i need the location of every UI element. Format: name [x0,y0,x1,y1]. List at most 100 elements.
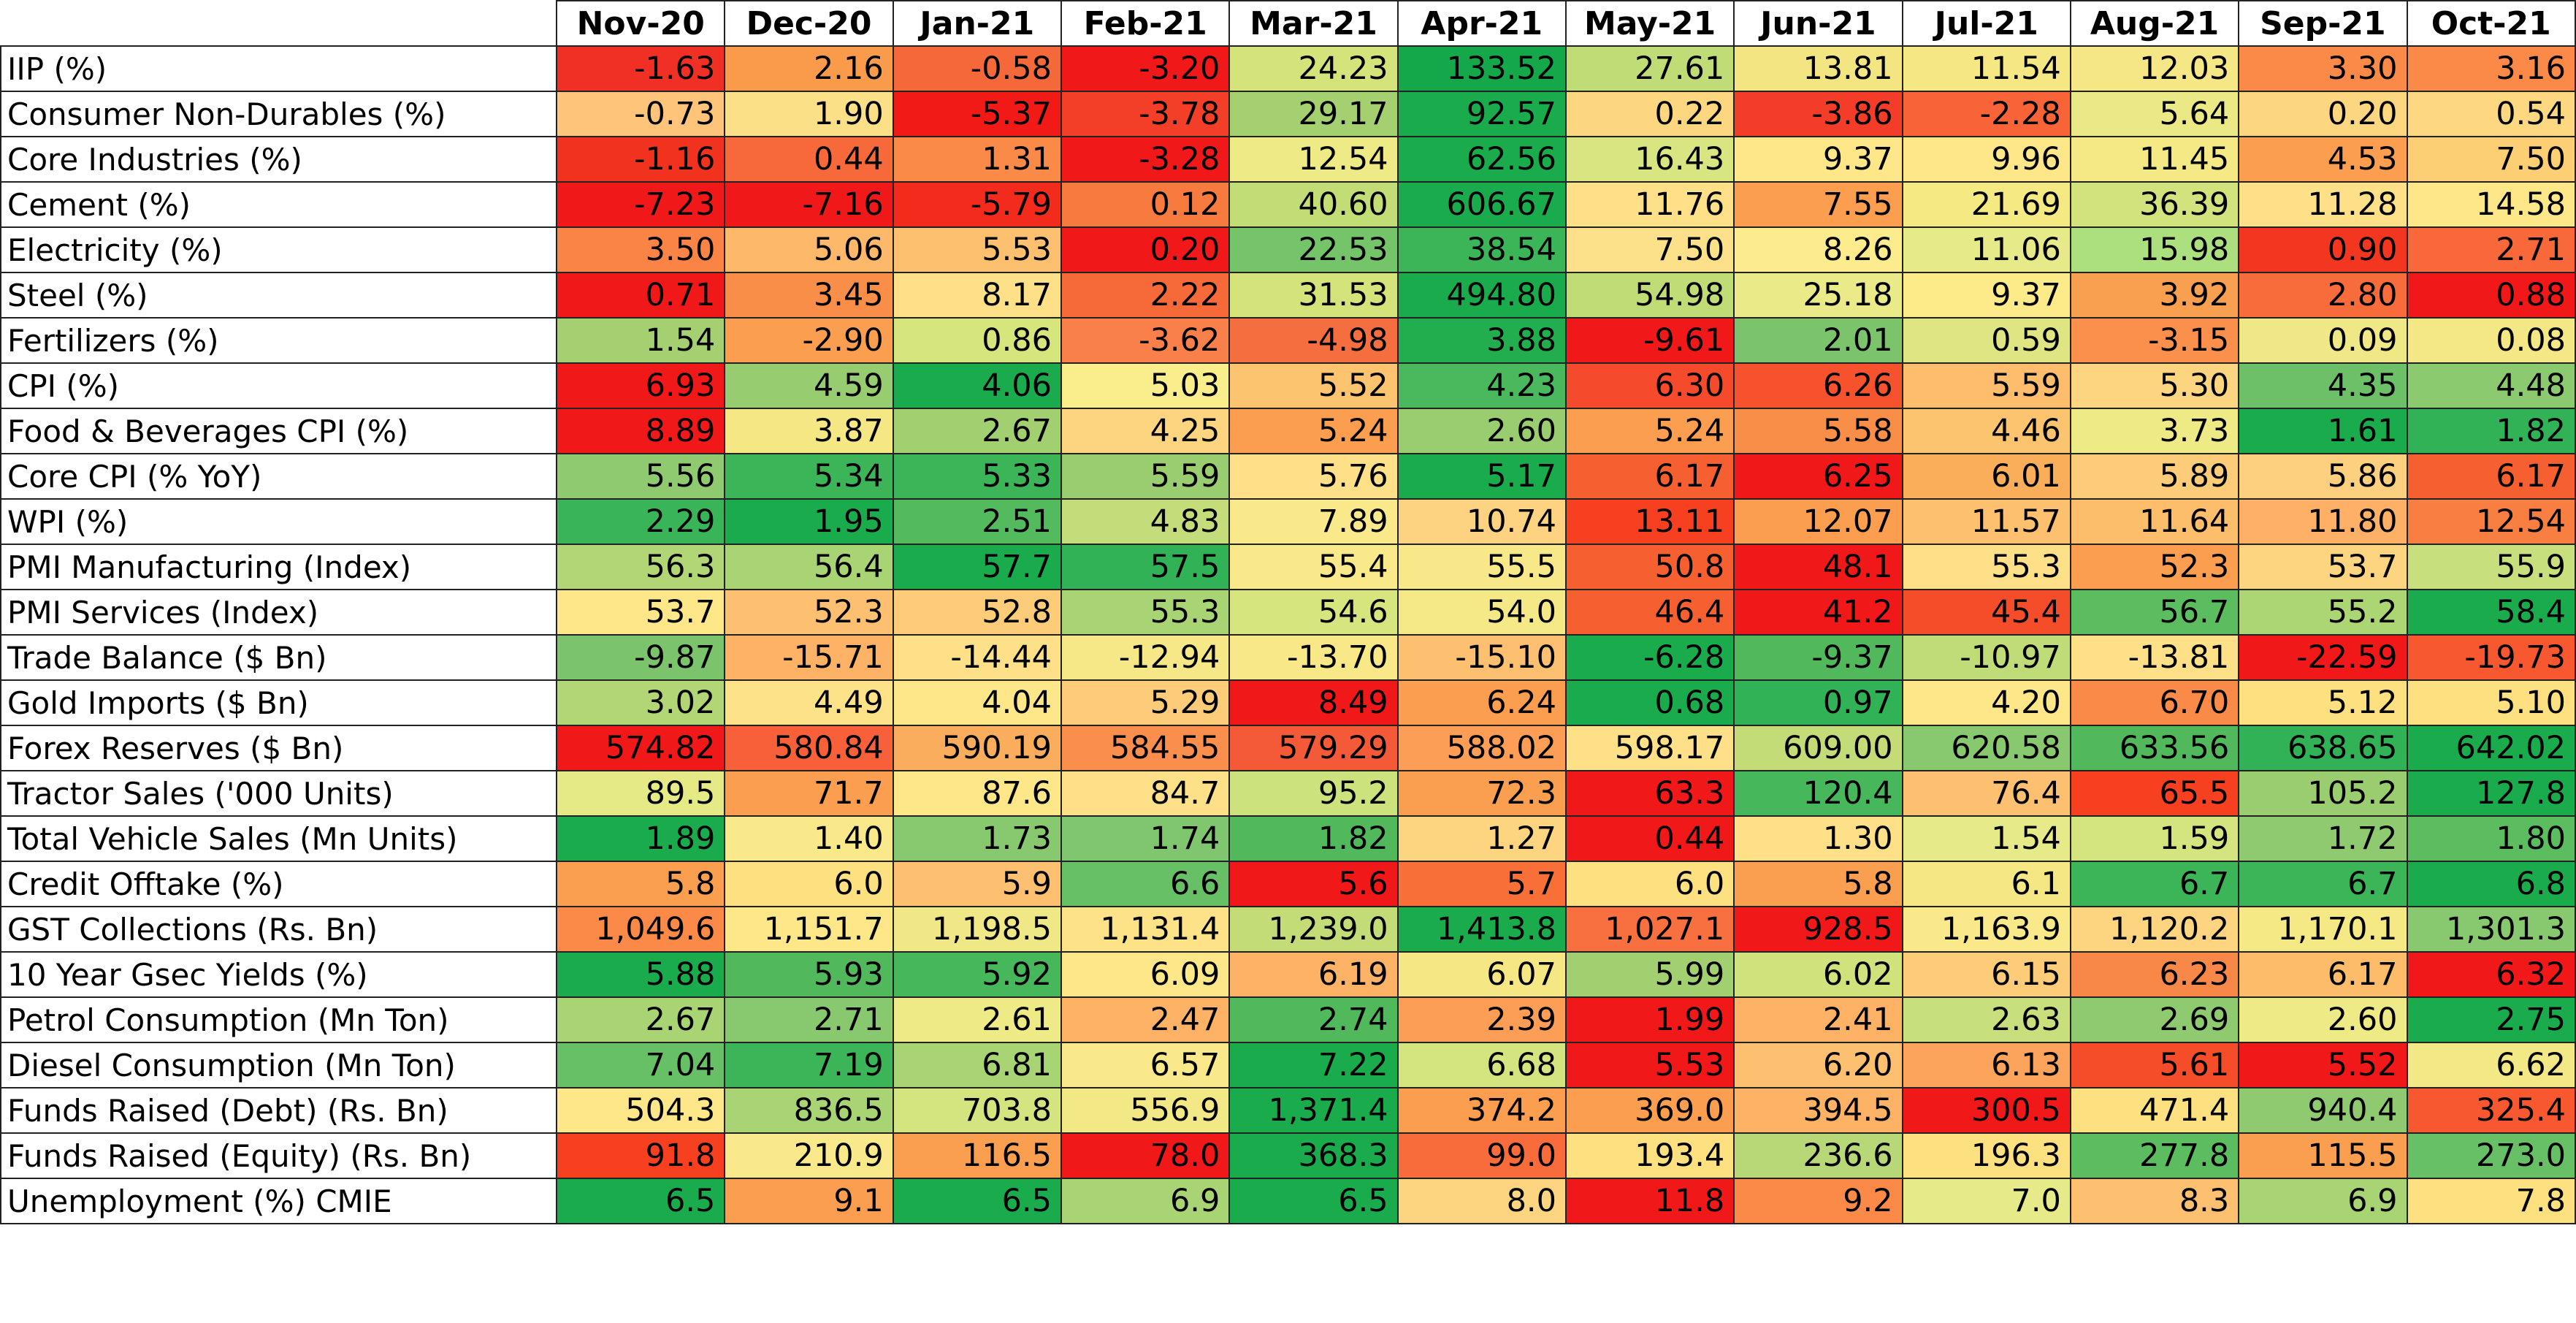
table-row: IIP (%) -1.63 2.16 -0.58 -3.20 24.23 133.52 27.… [0,45,2576,92]
heatmap-cell: 6.0 [724,861,894,907]
heatmap-cell: -9.61 [1564,317,1735,364]
heatmap-cell: 2.63 [1901,996,2071,1043]
heatmap-cell: 8.17 [892,272,1063,319]
heatmap-cell: 580.84 [724,725,894,771]
heatmap-cell: 53.7 [2238,544,2408,590]
heatmap-cell: 5.99 [1564,951,1735,998]
heatmap-cell: 1,163.9 [1901,906,2071,953]
heatmap-cell: 6.24 [1396,679,1567,726]
row-label: Core Industries (%) [0,136,558,183]
heatmap-cell: 27.61 [1564,45,1735,92]
heatmap-cell: -19.73 [2406,634,2576,681]
heatmap-cell: 504.3 [556,1087,726,1134]
heatmap-cell: 56.3 [556,544,726,590]
heatmap-cell: 6.7 [2069,861,2240,907]
heatmap-cell: 78.0 [1060,1132,1231,1179]
heatmap-cell: 369.0 [1564,1087,1735,1134]
heatmap-cell: 633.56 [2069,725,2240,771]
heatmap-cell: 53.7 [556,589,726,636]
heatmap-cell: 40.60 [1228,181,1399,228]
heatmap-cell: 5.29 [1060,679,1231,726]
heatmap-cell: 928.5 [1733,906,1903,953]
heatmap-cell: 6.13 [1901,1042,2071,1088]
row-label: Electricity (%) [0,226,558,273]
heatmap-cell: -9.37 [1733,634,1903,681]
heatmap-cell: 4.83 [1060,498,1231,545]
heatmap-cell: 3.02 [556,679,726,726]
heatmap-cell: 6.8 [2406,861,2576,907]
heatmap-cell: 29.17 [1228,91,1399,137]
table-row: Cement (%) -7.23 -7.16 -5.79 0.12 40.60 606.67… [0,181,2576,228]
column-header: Aug-21 [2069,0,2240,47]
table-row: Tractor Sales ('000 Units) 89.5 71.7 87.6 84… [0,770,2576,817]
row-label: PMI Services (Index) [0,589,558,636]
heatmap-cell: -12.94 [1060,634,1231,681]
heatmap-cell: 56.4 [724,544,894,590]
heatmap-cell: 0.08 [2406,317,2576,364]
heatmap-cell: 6.02 [1733,951,1903,998]
heatmap-cell: 2.60 [2238,996,2408,1043]
heatmap-cell: 9.37 [1901,272,2071,319]
column-header: May-21 [1564,0,1735,47]
heatmap-cell: -13.70 [1228,634,1399,681]
heatmap-cell: 1.74 [1060,815,1231,862]
heatmap-cell: 2.61 [892,996,1063,1043]
heatmap-cell: -3.86 [1733,91,1903,137]
corner-cell [1,1,558,47]
row-label: Steel (%) [0,272,558,319]
heatmap-cell: 55.2 [2238,589,2408,636]
heatmap-cell: 22.53 [1228,226,1399,273]
table-row: Steel (%) 0.71 3.45 8.17 2.22 31.53 494.80 54.9… [0,272,2576,319]
heatmap-cell: 0.44 [1564,815,1735,862]
row-label: WPI (%) [0,498,558,545]
heatmap-cell: 1,131.4 [1060,906,1231,953]
table-row: CPI (%) 6.93 4.59 4.06 5.03 5.52 4.23 6.30 6.26 5… [0,362,2576,409]
heatmap-cell: 55.5 [1396,544,1567,590]
heatmap-body: IIP (%) -1.63 2.16 -0.58 -3.20 24.23 133.52 27.… [0,45,2576,1224]
heatmap-cell: 277.8 [2069,1132,2240,1179]
heatmap-cell: 4.35 [2238,362,2408,409]
column-header: Feb-21 [1060,0,1231,47]
heatmap-cell: 4.04 [892,679,1063,726]
heatmap-cell: 1.80 [2406,815,2576,862]
heatmap-cell: 0.71 [556,272,726,319]
heatmap-cell: 6.17 [2406,453,2576,500]
heatmap-cell: 8.89 [556,408,726,454]
heatmap-cell: -9.87 [556,634,726,681]
column-header: Nov-20 [556,0,726,47]
heatmap-cell: 1.27 [1396,815,1567,862]
heatmap-cell: 5.53 [892,226,1063,273]
heatmap-cell: 54.98 [1564,272,1735,319]
heatmap-cell: -15.71 [724,634,894,681]
heatmap-cell: 6.1 [1901,861,2071,907]
table-row: Fertilizers (%) 1.54 -2.90 0.86 -3.62 -4.98 3.… [0,317,2576,364]
heatmap-cell: 99.0 [1396,1132,1567,1179]
heatmap-cell: 598.17 [1564,725,1735,771]
heatmap-cell: 6.62 [2406,1042,2576,1088]
heatmap-cell: 7.55 [1733,181,1903,228]
heatmap-cell: 12.54 [2406,498,2576,545]
heatmap-cell: 11.28 [2238,181,2408,228]
heatmap-cell: 1.72 [2238,815,2408,862]
heatmap-cell: 6.93 [556,362,726,409]
heatmap-cell: 0.68 [1564,679,1735,726]
heatmap-cell: 127.8 [2406,770,2576,817]
heatmap-cell: 196.3 [1901,1132,2071,1179]
heatmap-cell: 6.26 [1733,362,1903,409]
table-row: Petrol Consumption (Mn Ton) 2.67 2.71 2.61 2… [0,996,2576,1043]
heatmap-cell: 38.54 [1396,226,1567,273]
heatmap-cell: 5.76 [1228,453,1399,500]
heatmap-cell: 3.92 [2069,272,2240,319]
heatmap-cell: -13.81 [2069,634,2240,681]
table-row: Core CPI (% YoY) 5.56 5.34 5.33 5.59 5.76 5.17… [0,453,2576,500]
heatmap-cell: 5.6 [1228,861,1399,907]
heatmap-cell: 2.80 [2238,272,2408,319]
row-label: Total Vehicle Sales (Mn Units) [0,815,558,862]
heatmap-cell: 6.5 [556,1178,726,1224]
heatmap-cell: 5.33 [892,453,1063,500]
heatmap-cell: -3.28 [1060,136,1231,183]
heatmap-cell: 7.22 [1228,1042,1399,1088]
heatmap-cell: 1.82 [2406,408,2576,454]
heatmap-cell: 3.88 [1396,317,1567,364]
heatmap-cell: 6.57 [1060,1042,1231,1088]
